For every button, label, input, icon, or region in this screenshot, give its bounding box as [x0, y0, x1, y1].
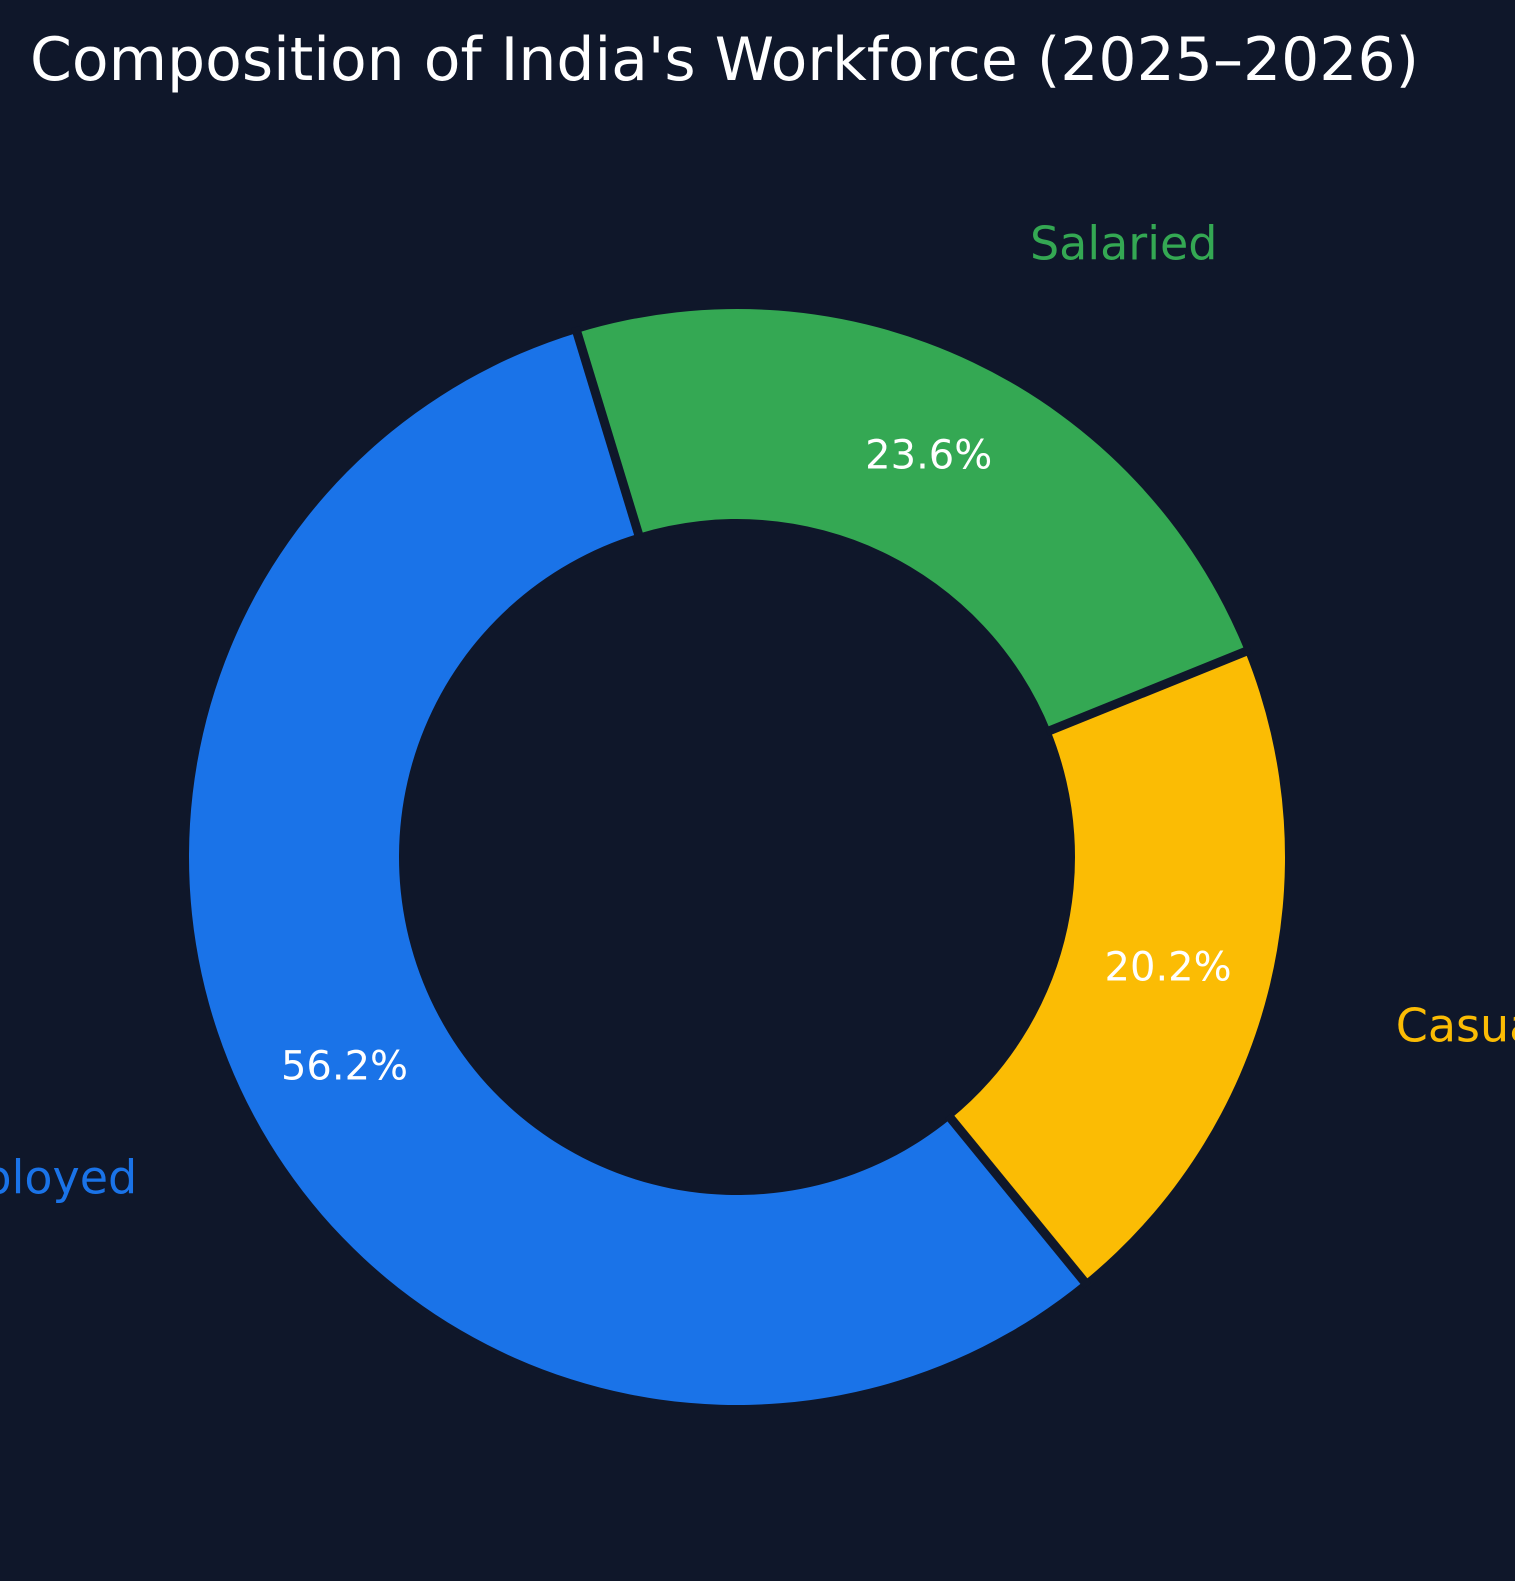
category-label-self-employed: Self Employed: [0, 1150, 137, 1204]
slice-separator: [944, 1112, 1092, 1289]
slice-salaried: [577, 309, 1246, 731]
slice-separator: [1044, 645, 1253, 737]
value-label-casual-labour: 20.2%: [1105, 944, 1232, 990]
value-label-salaried: 23.6%: [865, 432, 992, 478]
slice-separator: [571, 325, 644, 539]
chart-title: Composition of India's Workforce (2025–2…: [30, 25, 1420, 95]
slice-casual-labour: [950, 651, 1285, 1282]
category-label-casual-labour: Casual Labour: [1396, 999, 1515, 1053]
value-label-self-employed: 56.2%: [281, 1044, 408, 1090]
category-label-salaried: Salaried: [1030, 216, 1218, 270]
slice-self-employed: [188, 332, 1084, 1405]
